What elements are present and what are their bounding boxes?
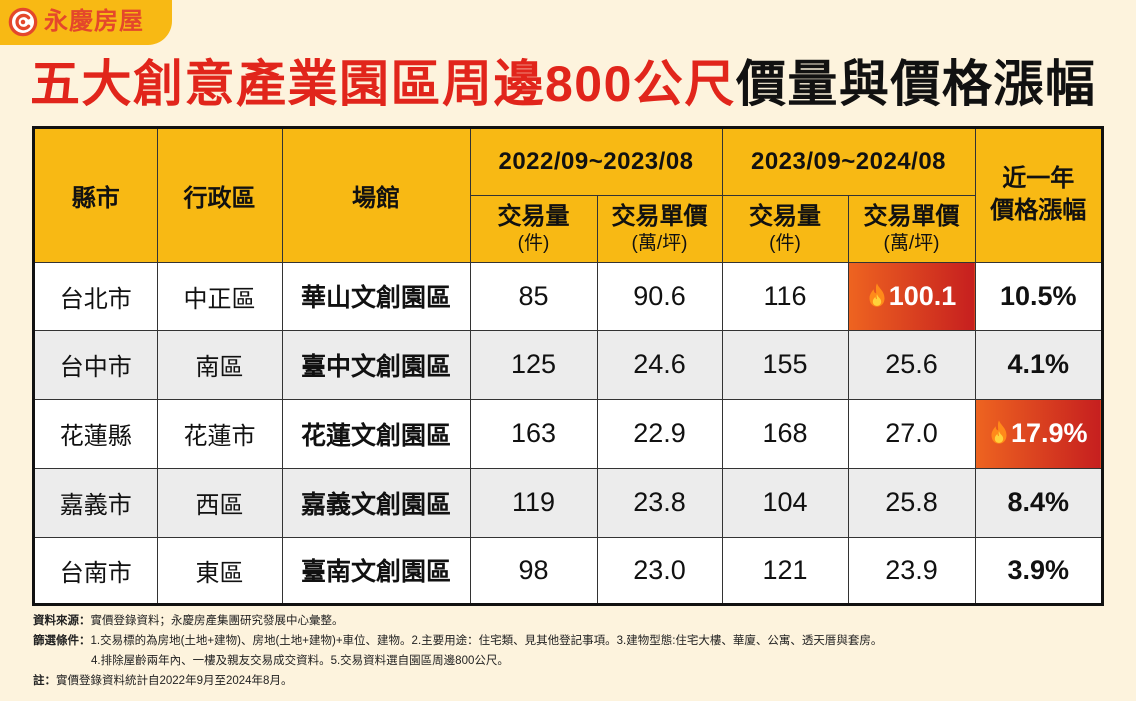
district-cell: 西區	[156, 467, 283, 538]
data-table: 縣市 行政區 場館 2022/09~2023/08 2023/09~2024/0…	[32, 126, 1104, 606]
header-volume-label: 交易量	[497, 202, 570, 230]
volume-2023-cell: 168	[721, 398, 849, 469]
price-2022-cell: 24.6	[596, 329, 723, 400]
price-2023-cell: 23.9	[847, 536, 976, 604]
volume-2023-cell: 116	[721, 261, 849, 331]
price-change-cell: 4.1%	[974, 329, 1102, 400]
header-volume-unit: (件)	[769, 232, 801, 254]
footnotes: 資料來源：實價登錄資料；永慶房產集團研究發展中心彙整。 篩選條件：1.交易標的為…	[33, 611, 1123, 691]
criteria-line-2: 4.排除屋齡兩年內、一樓及親友交易成交資料。5.交易資料選自園區周邊800公尺。	[91, 655, 509, 667]
brand-logo-tab: 永慶房屋	[0, 0, 172, 45]
price-2023-value: 100.1	[888, 280, 957, 311]
price-change-cell: 17.9%	[974, 398, 1102, 469]
price-2022-cell: 22.9	[596, 398, 723, 469]
volume-2023-cell: 121	[721, 536, 849, 604]
title-highlight: 五大創意產業園區周邊800公尺	[30, 56, 736, 112]
city-cell: 花蓮縣	[34, 398, 158, 469]
district-cell: 中正區	[156, 261, 283, 331]
header-venue: 場館	[281, 128, 471, 263]
header-volume-2022: 交易量 (件)	[469, 194, 598, 263]
city-cell: 台中市	[34, 329, 158, 400]
district-cell: 東區	[156, 536, 283, 604]
header-price-2023: 交易單價 (萬/坪)	[847, 194, 976, 263]
price-2023-cell: 27.0	[847, 398, 976, 469]
price-2023-cell: 25.8	[847, 467, 976, 538]
price-change-cell: 10.5%	[974, 261, 1102, 331]
volume-2022-cell: 85	[469, 261, 598, 331]
criteria-note: 篩選條件：1.交易標的為房地(土地+建物)、房地(土地+建物)+車位、建物。2.…	[33, 631, 1123, 651]
brand-logo-text: 永慶房屋	[44, 8, 144, 35]
fire-icon	[991, 420, 1007, 444]
header-price-unit: (萬/坪)	[883, 232, 940, 254]
criteria-note-continued: 4.排除屋齡兩年內、一樓及親友交易成交資料。5.交易資料選自園區周邊800公尺。	[33, 651, 1123, 671]
price-2022-cell: 23.8	[596, 467, 723, 538]
header-row-metrics: 交易量 (件) 交易單價 (萬/坪) 交易量 (件) 交易單價 (萬/坪)	[35, 194, 1101, 263]
table-row: 花蓮縣 花蓮市 花蓮文創園區 163 22.9 168 27.0 17.9%	[34, 398, 1102, 469]
price-change-cell: 8.4%	[974, 467, 1102, 538]
venue-cell: 臺南文創園區	[281, 536, 471, 604]
source-label: 資料來源：	[33, 615, 91, 627]
table-row: 台北市 中正區 華山文創園區 85 90.6 116 100.1 10.5%	[34, 261, 1102, 331]
header-period-2022: 2022/09~2023/08	[469, 128, 723, 196]
header-price-2022: 交易單價 (萬/坪)	[596, 194, 723, 263]
header-price-unit: (萬/坪)	[631, 232, 688, 254]
fire-icon	[869, 282, 885, 307]
district-cell: 花蓮市	[156, 398, 283, 469]
page-title: 五大創意產業園區周邊800公尺價量與價格漲幅	[30, 50, 1096, 118]
table-row: 台南市 東區 臺南文創園區 98 23.0 121 23.9 3.9%	[34, 536, 1102, 604]
header-row-periods: 縣市 行政區 場館 2022/09~2023/08 2023/09~2024/0…	[34, 128, 1102, 263]
remark-label: 註：	[33, 675, 56, 687]
district-cell: 南區	[156, 329, 283, 400]
venue-cell: 花蓮文創園區	[281, 398, 471, 469]
table-row: 台中市 南區 臺中文創園區 125 24.6 155 25.6 4.1%	[34, 329, 1102, 400]
header-price-label: 交易單價	[863, 202, 960, 230]
volume-2022-cell: 119	[469, 467, 598, 538]
source-note: 資料來源：實價登錄資料；永慶房產集團研究發展中心彙整。	[33, 611, 1123, 631]
remark-text: 實價登錄資料統計自2022年9月至2024年8月。	[56, 675, 293, 687]
volume-2023-cell: 155	[721, 329, 849, 400]
price-2023-cell: 100.1	[847, 261, 976, 331]
price-2022-cell: 90.6	[596, 261, 723, 331]
header-district: 行政區	[156, 128, 283, 263]
table-row: 嘉義市 西區 嘉義文創園區 119 23.8 104 25.8 8.4%	[34, 467, 1102, 538]
criteria-label: 篩選條件：	[33, 635, 91, 647]
volume-2022-cell: 125	[469, 329, 598, 400]
header-change-line2: 價格漲幅	[990, 197, 1087, 225]
header-period-2023: 2023/09~2024/08	[721, 128, 976, 196]
price-change-cell: 3.9%	[974, 536, 1102, 604]
price-2022-cell: 23.0	[596, 536, 723, 604]
city-cell: 台南市	[34, 536, 158, 604]
header-price-change: 近一年 價格漲幅	[974, 128, 1102, 263]
price-2023-cell: 25.6	[847, 329, 976, 400]
title-rest: 價量與價格漲幅	[735, 56, 1097, 112]
volume-2022-cell: 163	[469, 398, 598, 469]
header-city: 縣市	[34, 128, 158, 263]
venue-cell: 華山文創園區	[281, 261, 471, 331]
volume-2022-cell: 98	[469, 536, 598, 604]
header-change-line1: 近一年	[1002, 165, 1075, 193]
header-price-label: 交易單價	[611, 202, 708, 230]
venue-cell: 臺中文創園區	[281, 329, 471, 400]
header-volume-label: 交易量	[749, 202, 821, 230]
city-cell: 台北市	[34, 261, 158, 331]
swirl-logo-icon	[8, 7, 38, 37]
city-cell: 嘉義市	[34, 467, 158, 538]
remark-note: 註：實價登錄資料統計自2022年9月至2024年8月。	[33, 671, 1123, 691]
source-text: 實價登錄資料；永慶房產集團研究發展中心彙整。	[90, 615, 344, 627]
volume-2023-cell: 104	[721, 467, 849, 538]
venue-cell: 嘉義文創園區	[281, 467, 471, 538]
header-volume-unit: (件)	[517, 232, 550, 254]
header-volume-2023: 交易量 (件)	[721, 194, 849, 263]
criteria-line-1: 1.交易標的為房地(土地+建物)、房地(土地+建物)+車位、建物。2.主要用途：…	[90, 635, 883, 647]
price-change-value: 17.9%	[1010, 418, 1088, 448]
